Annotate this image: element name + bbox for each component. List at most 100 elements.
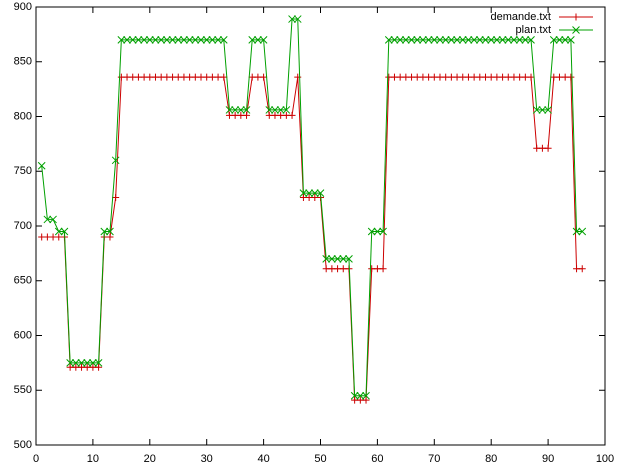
x-tick-label: 30 [201, 453, 213, 465]
point-marker [117, 35, 126, 44]
point-marker [333, 254, 342, 263]
point-marker [163, 35, 171, 44]
point-marker [83, 359, 92, 367]
point-marker [521, 35, 530, 44]
point-marker [367, 227, 376, 236]
point-marker [214, 35, 222, 44]
x-tick-label: 90 [542, 453, 554, 465]
point-marker [401, 35, 410, 44]
point-marker [254, 35, 262, 44]
y-tick-label: 650 [14, 275, 32, 287]
point-marker [396, 35, 405, 44]
point-marker [532, 106, 541, 114]
point-marker [549, 35, 558, 44]
point-marker [242, 106, 251, 114]
point-marker [128, 35, 137, 44]
point-marker [151, 35, 160, 44]
point-marker [379, 265, 387, 273]
point-marker [310, 189, 319, 198]
x-tick-label: 80 [485, 453, 497, 465]
point-marker [390, 35, 399, 44]
point-marker [419, 35, 427, 44]
point-marker [510, 35, 518, 44]
point-marker [288, 15, 296, 23]
x-tick-label: 10 [87, 453, 99, 465]
point-marker [180, 35, 188, 44]
point-marker [475, 35, 484, 44]
point-marker [89, 359, 97, 367]
point-marker [37, 161, 46, 170]
plot-border [35, 6, 606, 446]
x-tick-label: 20 [144, 453, 156, 465]
point-marker [555, 35, 564, 44]
y-tick-label: 750 [14, 165, 32, 177]
point-marker [94, 359, 103, 367]
point-marker [106, 233, 114, 241]
point-marker [527, 35, 535, 44]
point-marker [293, 15, 302, 23]
point-marker [373, 227, 382, 236]
point-marker [572, 13, 580, 21]
point-marker [493, 35, 501, 44]
legend-label: demande.txt [490, 11, 551, 23]
series-line [41, 18, 583, 397]
point-marker [328, 254, 336, 263]
point-marker [95, 363, 103, 371]
point-marker [288, 111, 296, 119]
y-tick-label: 800 [14, 110, 32, 122]
point-marker [259, 35, 268, 44]
point-marker [299, 189, 308, 198]
point-marker [260, 73, 268, 81]
point-marker [384, 35, 393, 44]
point-marker [123, 35, 131, 44]
point-marker [481, 35, 490, 44]
point-marker [430, 35, 439, 44]
point-marker [202, 35, 211, 44]
point-marker [578, 265, 586, 273]
point-marker [504, 35, 513, 44]
point-marker [140, 35, 148, 44]
point-marker [265, 106, 274, 114]
point-marker [316, 189, 325, 198]
x-tick-label: 70 [428, 453, 440, 465]
point-marker [567, 35, 575, 44]
point-marker [225, 106, 234, 114]
y-tick-label: 700 [14, 220, 32, 232]
point-marker [458, 35, 467, 44]
point-marker [538, 106, 547, 114]
point-marker [464, 35, 473, 44]
point-marker [572, 26, 580, 34]
point-marker [168, 35, 177, 44]
point-marker [544, 144, 552, 152]
y-tick-label: 900 [14, 1, 32, 13]
point-marker [185, 35, 194, 44]
y-tick-label: 500 [14, 439, 32, 451]
point-marker [60, 227, 69, 236]
point-marker [145, 35, 154, 44]
point-marker [111, 156, 120, 165]
point-marker [339, 254, 348, 263]
point-marker [470, 35, 478, 44]
x-tick-label: 0 [33, 453, 39, 465]
point-marker [362, 396, 370, 404]
point-marker [271, 106, 279, 114]
point-marker [157, 35, 166, 44]
point-marker [77, 359, 86, 367]
point-marker [282, 106, 291, 114]
point-marker [305, 189, 313, 198]
x-tick-label: 40 [257, 453, 269, 465]
legend-label: plan.txt [516, 24, 551, 36]
point-marker [231, 106, 240, 114]
point-marker [219, 35, 228, 44]
point-marker [49, 215, 57, 224]
point-marker [112, 194, 120, 202]
point-marker [248, 35, 257, 44]
y-tick-label: 550 [14, 384, 32, 396]
point-marker [191, 35, 200, 44]
point-marker [436, 35, 444, 44]
point-marker [424, 35, 433, 44]
point-marker [453, 35, 461, 44]
point-marker [71, 359, 80, 367]
point-marker [561, 35, 570, 44]
